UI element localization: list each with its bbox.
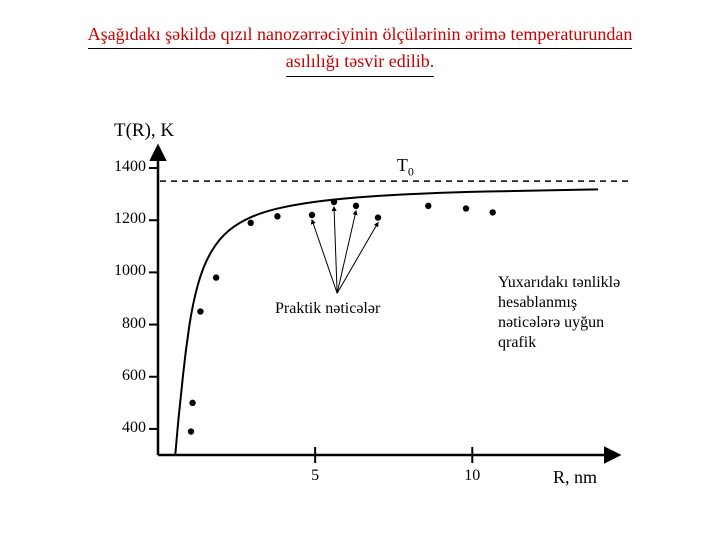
x-axis-title: R, nm — [553, 467, 597, 488]
title-line1: Aşağıdakı şəkildə qızıl nanozərrəciyinin… — [88, 24, 633, 44]
scatter-point — [353, 203, 359, 209]
x-tick-label: 5 — [311, 467, 319, 485]
scatter-point — [425, 203, 431, 209]
leader-line — [337, 223, 378, 294]
y-tick-label: 1000 — [102, 262, 146, 280]
scatter-point — [490, 209, 496, 215]
scatter-point — [188, 428, 194, 434]
y-tick-label: 1400 — [102, 158, 146, 176]
y-tick-label: 600 — [102, 367, 146, 385]
x-tick-label: 10 — [464, 467, 480, 485]
scatter-point — [463, 205, 469, 211]
leader-line — [334, 207, 337, 293]
annotation-praktik: Praktik nəticələr — [275, 299, 380, 319]
leader-line — [312, 220, 337, 293]
chart: T(R), K 140012001000800600400 510 T0 Pra… — [100, 120, 660, 520]
annotation-line: hesablanmış — [498, 293, 620, 313]
scatter-point — [331, 199, 337, 205]
scatter-point — [309, 212, 315, 218]
y-tick-label: 400 — [102, 419, 146, 437]
scatter-point — [189, 400, 195, 406]
annotation-line: qrafik — [498, 333, 620, 353]
scatter-point — [375, 214, 381, 220]
page-title: Aşağıdakı şəkildə qızıl nanozərrəciyinin… — [50, 22, 670, 77]
scatter-point — [248, 220, 254, 226]
annotation-yuxaridaki: Yuxarıdakı tənlikləhesablanmışnəticələrə… — [498, 273, 620, 353]
leader-line — [337, 211, 356, 293]
t0-label: T0 — [397, 155, 414, 180]
y-tick-label: 1200 — [102, 210, 146, 228]
title-line2: asılılığı təsvir edilib. — [286, 51, 434, 71]
scatter-point — [274, 213, 280, 219]
scatter-point — [197, 308, 203, 314]
scatter-point — [213, 274, 219, 280]
annotation-line: nəticələrə uyğun — [498, 313, 620, 333]
annotation-line: Yuxarıdakı tənliklə — [498, 273, 620, 293]
y-tick-label: 800 — [102, 315, 146, 333]
